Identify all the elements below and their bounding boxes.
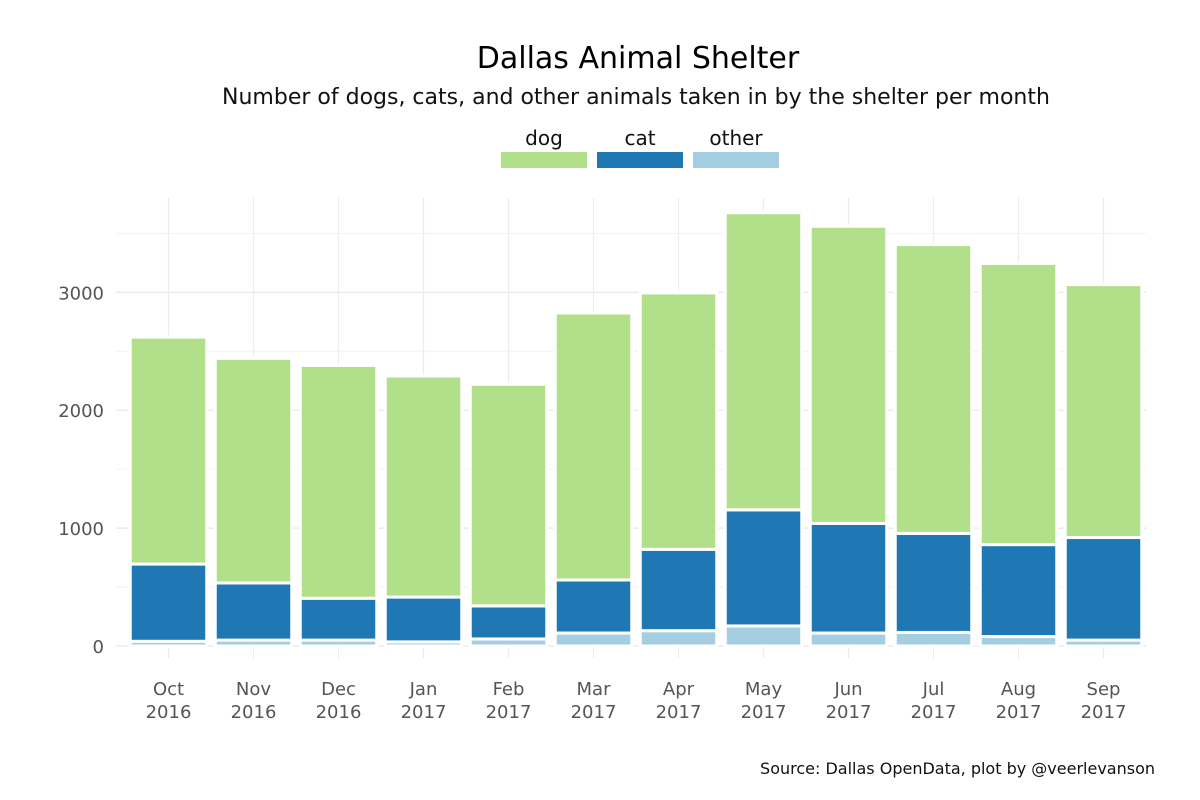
bar-stack	[638, 291, 719, 648]
legend-key	[501, 152, 587, 168]
x-tick-label-year: 2016	[231, 702, 277, 723]
x-tick-label-year: 2017	[656, 702, 702, 723]
bar-segment-dog	[213, 356, 294, 585]
bar-segment-other	[638, 629, 719, 648]
legend-key	[693, 152, 779, 168]
bar-segment-cat	[298, 596, 379, 642]
bar-stack	[383, 374, 464, 648]
bar-stack	[1063, 283, 1144, 648]
y-tick-label: 3000	[58, 283, 104, 304]
legend-label: other	[709, 126, 763, 150]
bar-segment-cat	[723, 508, 804, 628]
legend-item-other: other	[693, 126, 779, 168]
legend-item-cat: cat	[597, 126, 683, 168]
x-tick-label-year: 2017	[741, 702, 787, 723]
bar-segment-cat	[978, 543, 1059, 639]
bar-segment-other	[893, 630, 974, 648]
chart-title: Dallas Animal Shelter	[477, 41, 800, 76]
x-tick-label-month: Apr	[663, 679, 695, 700]
bar-stack	[723, 211, 804, 648]
bar-segment-cat	[553, 578, 634, 635]
bar-stack	[978, 261, 1059, 648]
y-tick-label: 2000	[58, 401, 104, 422]
bar-segment-dog	[128, 335, 209, 566]
y-tick-label: 0	[93, 637, 104, 658]
x-tick-label-month: May	[745, 679, 783, 700]
bar-segment-cat	[808, 521, 889, 635]
y-tick-label: 1000	[58, 519, 104, 540]
x-tick-label-year: 2017	[826, 702, 872, 723]
x-tick-label-month: Sep	[1087, 679, 1121, 700]
bar-segment-other	[808, 631, 889, 648]
x-tick-label-year: 2017	[996, 702, 1042, 723]
chart-subtitle: Number of dogs, cats, and other animals …	[222, 85, 1050, 110]
x-tick-label-year: 2017	[486, 702, 532, 723]
x-tick-label-month: Aug	[1001, 679, 1036, 700]
bar-segment-cat	[383, 595, 464, 644]
legend: dog cat other	[501, 126, 779, 168]
bar-segment-dog	[638, 291, 719, 551]
bar-segment-dog	[723, 211, 804, 512]
bar-stack	[553, 311, 634, 648]
x-tick-label-year: 2016	[146, 702, 192, 723]
bar-segment-dog	[553, 311, 634, 582]
bar-segment-cat	[128, 562, 209, 643]
axes: 0100020003000Oct2016Nov2016Dec2016Jan201…	[58, 283, 1126, 723]
bar-segment-dog	[893, 243, 974, 535]
x-tick-label-year: 2017	[401, 702, 447, 723]
x-tick-label-month: Oct	[153, 679, 184, 700]
x-tick-label-month: Jun	[833, 679, 862, 700]
bar-stack	[298, 363, 379, 648]
bar-stack	[213, 356, 294, 648]
x-tick-label-month: Jul	[922, 679, 945, 700]
x-tick-label-month: Jan	[409, 679, 438, 700]
x-tick-label-month: Nov	[236, 679, 271, 700]
x-tick-label-year: 2017	[571, 702, 617, 723]
x-tick-label-month: Dec	[321, 679, 356, 700]
bar-segment-dog	[1063, 283, 1144, 540]
x-tick-label-month: Feb	[493, 679, 525, 700]
bar-segment-cat	[1063, 536, 1144, 642]
bar-segment-dog	[468, 382, 549, 608]
legend-label: dog	[525, 126, 563, 150]
x-tick-label-month: Mar	[577, 679, 612, 700]
bar-segment-other	[553, 631, 634, 648]
bar-segment-dog	[978, 261, 1059, 547]
legend-label: cat	[624, 126, 655, 150]
x-tick-label-year: 2017	[1081, 702, 1127, 723]
bar-segment-cat	[468, 604, 549, 641]
bar-segment-dog	[808, 224, 889, 525]
chart-caption: Source: Dallas OpenData, plot by @veerle…	[760, 759, 1155, 778]
bars	[128, 211, 1144, 648]
bar-segment-other	[723, 624, 804, 648]
bar-stack	[468, 382, 549, 648]
bar-stack	[128, 335, 209, 648]
x-tick-label-year: 2017	[911, 702, 957, 723]
legend-key	[597, 152, 683, 168]
bar-segment-cat	[213, 581, 294, 642]
bar-segment-dog	[383, 374, 464, 599]
bar-segment-cat	[893, 531, 974, 634]
bar-segment-dog	[298, 363, 379, 600]
bar-segment-cat	[638, 547, 719, 633]
legend-item-dog: dog	[501, 126, 587, 168]
bar-stack	[808, 224, 889, 648]
x-tick-label-year: 2016	[316, 702, 362, 723]
bar-stack	[893, 243, 974, 648]
